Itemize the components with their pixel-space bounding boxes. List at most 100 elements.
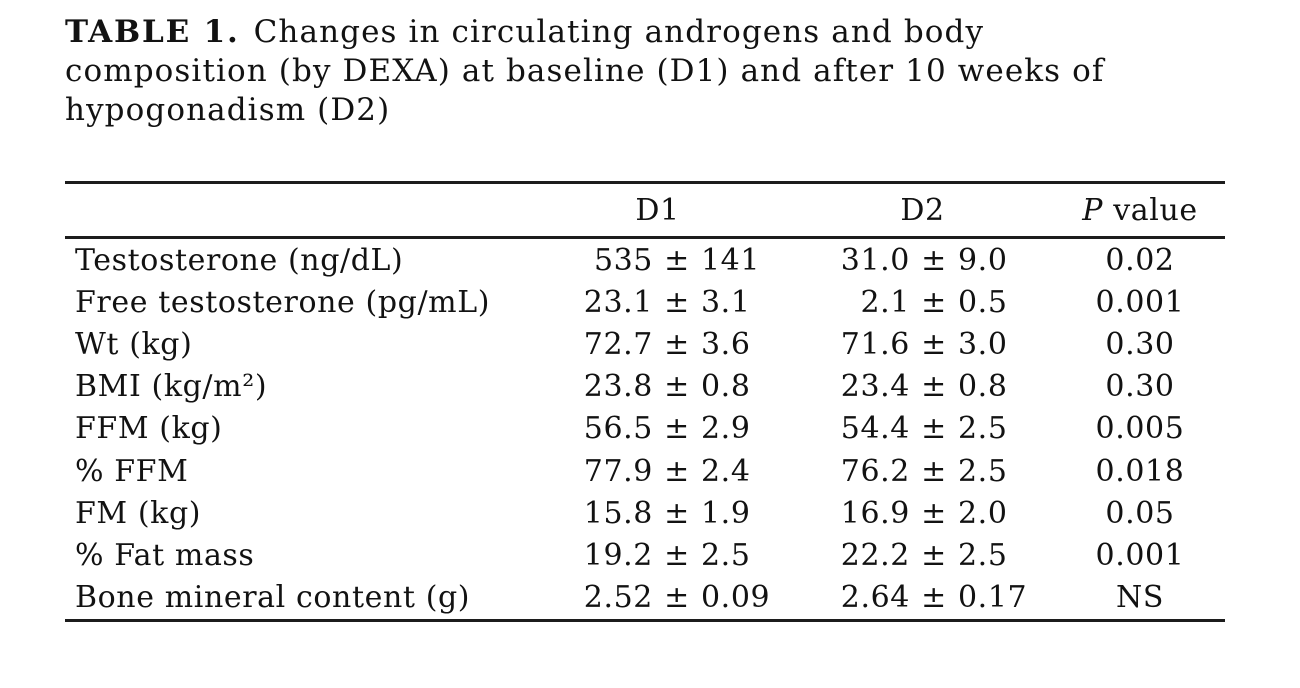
table-caption: TABLE 1. Changes in circulating androgens…: [65, 13, 1185, 130]
d2-mean: 31.0: [840, 242, 910, 278]
table-row: Free testosterone (pg/mL) 23.1 ±3.1 2.1 ±0.5…: [65, 281, 1225, 323]
table-row: Bone mineral content (g) 2.52 ±0.09 2.64 ±0.…: [65, 577, 1225, 619]
caption-line: hypogonadism (D2): [65, 92, 391, 128]
caption-line: TABLE 1. Changes in circulating androgens…: [65, 13, 1185, 52]
d1-cell: 23.8 ±0.8: [525, 369, 790, 404]
d1-cell: 2.52 ±0.09: [525, 580, 790, 615]
d1-mean: 56.5: [583, 411, 653, 447]
d2-sd: 0.8: [958, 369, 1008, 405]
d1-sd: 141: [701, 242, 761, 278]
plus-minus-sign: ±: [664, 495, 690, 531]
d2-mean: 23.4: [840, 369, 910, 405]
d2-cell: 16.9 ±2.0: [790, 496, 1055, 531]
d2-sd: 0.5: [958, 284, 1008, 320]
header-rule: [65, 236, 1225, 239]
p-symbol: P: [1082, 192, 1104, 228]
d1-sd: 3.1: [701, 284, 751, 320]
d2-sd: 3.0: [958, 326, 1008, 362]
d1-mean: 23.8: [583, 369, 653, 405]
table-row: % Fat mass 19.2 ±2.5 22.2 ±2.5 0.001: [65, 534, 1225, 576]
p-rest: value: [1103, 192, 1198, 228]
d1-sd: 2.9: [701, 411, 751, 447]
d2-cell: 22.2 ±2.5: [790, 538, 1055, 573]
plus-minus-sign: ±: [664, 580, 690, 616]
row-label: FFM (kg): [75, 411, 223, 447]
table-row: FFM (kg) 56.5 ±2.9 54.4 ±2.5 0.005: [65, 408, 1225, 450]
row-label: Testosterone (ng/dL): [75, 242, 404, 278]
d1-mean: 19.2: [583, 537, 653, 573]
d2-cell: 54.4 ±2.5: [790, 411, 1055, 446]
d1-cell: 535 ±141: [525, 243, 790, 278]
caption-line: composition (by DEXA) at baseline (D1) a…: [65, 53, 1105, 89]
plus-minus-sign: ±: [921, 580, 947, 616]
plus-minus-sign: ±: [664, 326, 690, 362]
plus-minus-sign: ±: [921, 242, 947, 278]
bottom-rule: [65, 618, 1225, 622]
d1-cell: 23.1 ±3.1: [525, 285, 790, 320]
d2-cell: 2.64 ±0.17: [790, 580, 1055, 615]
plus-minus-sign: ±: [664, 242, 690, 278]
d2-mean: 54.4: [840, 411, 910, 447]
d1-cell: 19.2 ±2.5: [525, 538, 790, 573]
table-row: Wt (kg) 72.7 ±3.6 71.6 ±3.0 0.30: [65, 323, 1225, 365]
d2-mean: 71.6: [840, 326, 910, 362]
d1-sd: 0.8: [701, 369, 751, 405]
row-label: BMI (kg/m²): [75, 369, 268, 405]
top-rule: [65, 181, 1225, 184]
row-label: % Fat mass: [75, 537, 255, 573]
d2-cell: 2.1 ±0.5: [790, 285, 1055, 320]
d2-cell: 23.4 ±0.8: [790, 369, 1055, 404]
row-label: % FFM: [75, 453, 189, 489]
data-table: D1 D2 P value Testosterone (ng/dL) 535 ±14…: [65, 181, 1225, 622]
plus-minus-sign: ±: [921, 284, 947, 320]
plus-minus-sign: ±: [921, 326, 947, 362]
d2-sd: 2.0: [958, 495, 1008, 531]
p-value-cell: 0.018: [1095, 453, 1185, 489]
d2-cell: 71.6 ±3.0: [790, 327, 1055, 362]
d1-cell: 15.8 ±1.9: [525, 496, 790, 531]
plus-minus-sign: ±: [664, 453, 690, 489]
d2-sd: 0.17: [958, 580, 1028, 616]
d1-mean: 2.52: [583, 580, 653, 616]
d1-mean: 23.1: [583, 284, 653, 320]
d2-sd: 2.5: [958, 411, 1008, 447]
plus-minus-sign: ±: [664, 537, 690, 573]
table-number-label: TABLE 1.: [65, 14, 240, 50]
d1-cell: 56.5 ±2.9: [525, 411, 790, 446]
plus-minus-sign: ±: [921, 495, 947, 531]
d2-cell: 31.0 ±9.0: [790, 243, 1055, 278]
plus-minus-sign: ±: [664, 411, 690, 447]
plus-minus-sign: ±: [664, 369, 690, 405]
d2-mean: 2.1: [860, 284, 910, 320]
d1-cell: 77.9 ±2.4: [525, 454, 790, 489]
column-header-d1: D1: [635, 192, 680, 228]
p-value-cell: NS: [1115, 580, 1164, 616]
p-value-cell: 0.30: [1105, 326, 1175, 362]
d2-mean: 2.64: [840, 580, 910, 616]
row-label: Wt (kg): [75, 326, 193, 362]
plus-minus-sign: ±: [664, 284, 690, 320]
d1-sd: 2.4: [701, 453, 751, 489]
column-header-p-value: P value: [1055, 193, 1225, 228]
p-value-cell: 0.001: [1095, 537, 1185, 573]
d1-mean: 72.7: [583, 326, 653, 362]
d2-cell: 76.2 ±2.5: [790, 454, 1055, 489]
row-label: Free testosterone (pg/mL): [75, 284, 491, 320]
d1-mean: 535: [593, 242, 653, 278]
table-row: Testosterone (ng/dL) 535 ±141 31.0 ±9.0 0.02: [65, 239, 1225, 281]
d1-sd: 3.6: [701, 326, 751, 362]
plus-minus-sign: ±: [921, 369, 947, 405]
d1-sd: 0.09: [701, 580, 771, 616]
table-row: % FFM 77.9 ±2.4 76.2 ±2.5 0.018: [65, 450, 1225, 492]
d1-cell: 72.7 ±3.6: [525, 327, 790, 362]
row-label: FM (kg): [75, 495, 202, 531]
d2-mean: 76.2: [840, 453, 910, 489]
table-header-row: D1 D2 P value: [65, 184, 1225, 236]
p-value-cell: 0.001: [1095, 284, 1185, 320]
plus-minus-sign: ±: [921, 411, 947, 447]
caption-text: Changes in circulating androgens and bod…: [253, 14, 985, 50]
column-header-d2: D2: [900, 192, 945, 228]
p-value-cell: 0.05: [1105, 495, 1175, 531]
plus-minus-sign: ±: [921, 537, 947, 573]
